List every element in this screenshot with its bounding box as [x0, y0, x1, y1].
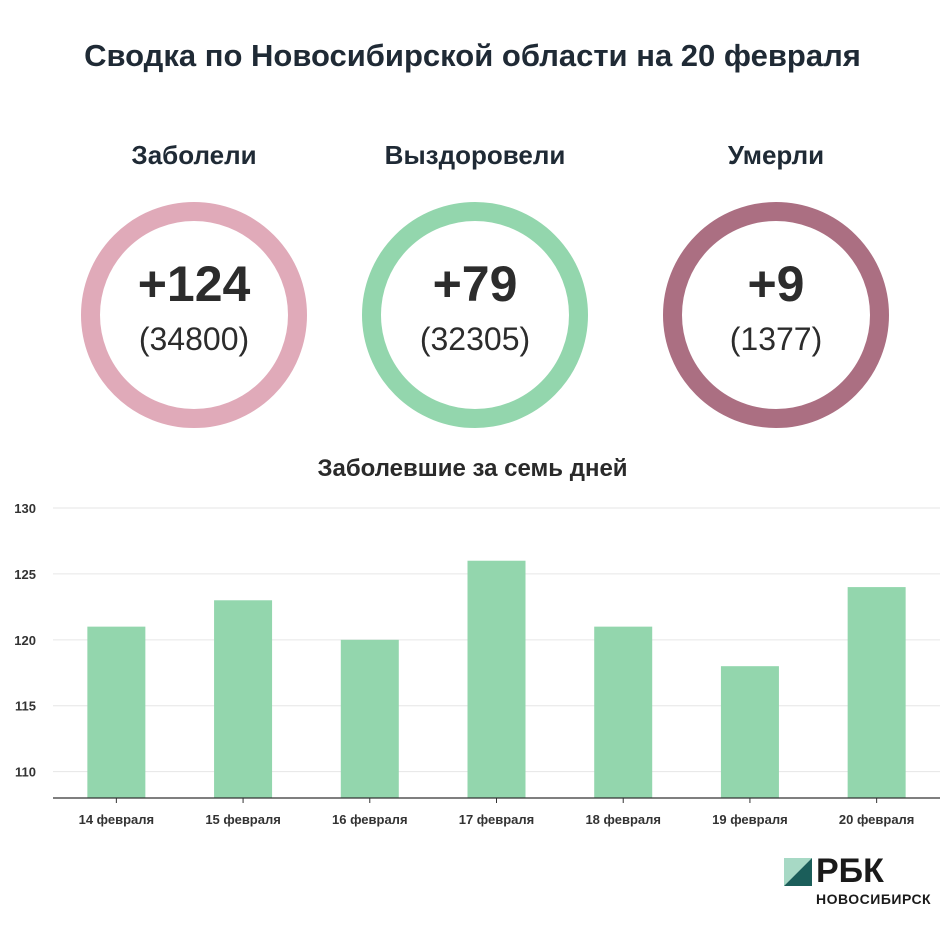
stat-label: Умерли	[727, 140, 825, 170]
x-tick-label: 17 февраля	[459, 812, 535, 827]
stat-deaths: Умерли +9 (1377)	[646, 140, 906, 428]
stat-total-value: (32305)	[419, 321, 531, 357]
bar	[214, 600, 273, 798]
stat-label: Заболели	[131, 140, 257, 170]
logo-city: НОВОСИБИРСК	[816, 891, 932, 907]
ring-deaths: +9 (1377)	[663, 202, 889, 428]
stat-total-value: (34800)	[138, 321, 250, 357]
bar	[594, 626, 653, 798]
x-tick-label: 15 февраля	[205, 812, 281, 827]
stat-label: Выздоровели	[384, 140, 566, 170]
x-tick-label: 19 февраля	[712, 812, 788, 827]
y-tick-label: 110	[15, 765, 36, 780]
page-title: Сводка по Новосибирской области на 20 фе…	[84, 38, 861, 73]
bar	[467, 560, 526, 798]
y-tick-label: 120	[14, 633, 36, 648]
x-tick-label: 16 февраля	[332, 812, 408, 827]
y-tick-label: 130	[14, 501, 36, 516]
stat-new-value: +79	[432, 256, 518, 312]
logo-name: РБК	[816, 852, 884, 890]
y-tick-label: 125	[14, 567, 36, 582]
stat-infected: Заболели +124 (34800)	[64, 140, 324, 428]
ring-recovered: +79 (32305)	[362, 202, 588, 428]
ring-infected: +124 (34800)	[81, 202, 307, 428]
chart-title: Заболевшие за семь дней	[317, 455, 628, 482]
stat-recovered: Выздоровели +79 (32305)	[345, 140, 605, 428]
y-tick-label: 115	[15, 699, 36, 714]
bar	[87, 626, 146, 798]
stat-new-value: +124	[137, 256, 251, 312]
stat-new-value: +9	[747, 256, 805, 312]
x-tick-label: 14 февраля	[79, 812, 155, 827]
x-tick-label: 18 февраля	[585, 812, 661, 827]
stat-total-value: (1377)	[729, 321, 823, 357]
bar	[847, 587, 906, 798]
bar	[720, 666, 779, 798]
rbc-logo: РБК НОВОСИБИРСК	[784, 852, 939, 918]
logo-mark-icon	[784, 858, 812, 886]
x-tick-label: 20 февраля	[839, 812, 915, 827]
bar-chart: 110 115 120 125 130 14 февраля 15 февраля 16 фе…	[14, 501, 940, 827]
bar	[340, 639, 399, 798]
